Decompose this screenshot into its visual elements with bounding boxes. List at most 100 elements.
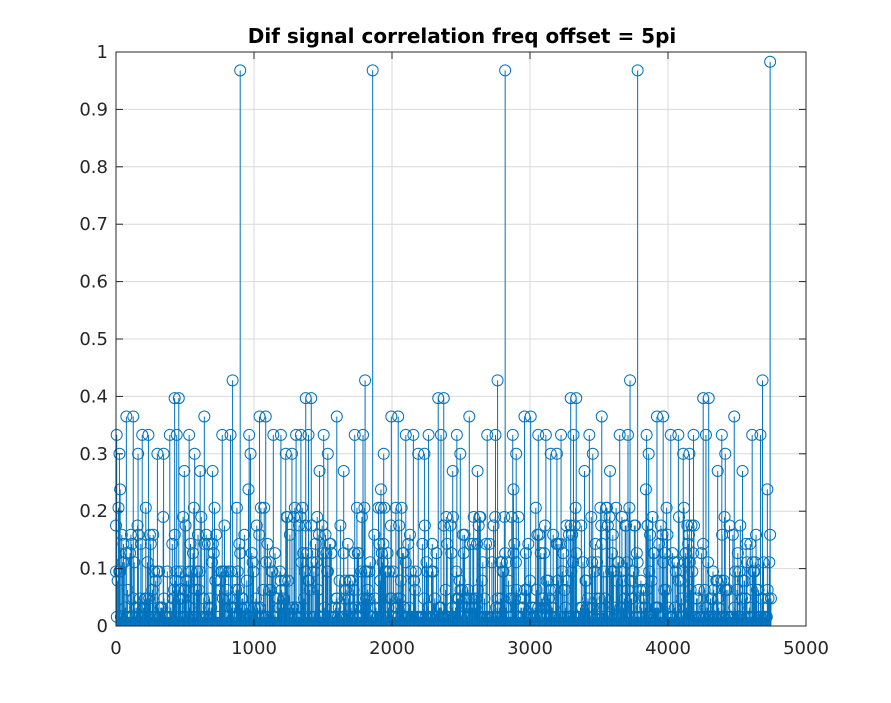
stem-marker [539,428,552,441]
stem [210,528,223,626]
stem-marker [377,447,390,460]
x-tick-label: 5000 [783,638,829,659]
x-tick-label: 3000 [507,638,553,659]
stem-marker [226,374,239,387]
stem-marker [264,556,277,569]
stem-marker [195,510,208,523]
stem [529,501,542,626]
stem-marker [218,519,231,532]
stem-marker [444,519,457,532]
stem-marker [274,428,287,441]
stem [750,528,763,626]
stem-marker [214,574,227,587]
stem-marker [238,528,251,541]
stem [139,501,152,626]
stem [395,501,408,626]
stem-peak [313,465,326,626]
stem-marker [359,374,372,387]
stem-marker [630,547,643,560]
stem-marker [358,501,371,514]
stem-marker [278,574,291,587]
stem-marker [112,501,125,514]
chart-title: Dif signal correlation freq offset = 5pi [248,24,677,48]
stem-marker [669,565,682,578]
stem-marker [246,556,259,569]
stem [344,574,357,626]
stem-peak [206,465,219,626]
stem-peak [746,428,759,626]
stem-marker [404,565,417,578]
stem-peak [348,428,361,626]
stem-peak [567,428,580,626]
stem-peak [302,428,315,626]
stem-peak [377,447,390,626]
stem-marker [495,556,508,569]
stem [355,510,368,626]
stem-marker [290,428,303,441]
stem-peak [711,465,724,626]
stem-marker [623,501,636,514]
stem-marker [508,537,521,550]
stem-marker [505,510,518,523]
x-tick-label: 0 [110,638,121,659]
stem-marker [510,447,523,460]
y-tick-label: 0.1 [79,559,108,580]
stem-marker [639,483,652,496]
stem-marker [544,447,557,460]
stem [250,519,263,626]
stem [378,501,391,626]
stem-marker [134,537,147,550]
stem-marker [578,465,591,478]
stem [283,528,296,626]
stem-peak [178,465,191,626]
stem-marker [604,465,617,478]
stem-peak [761,483,774,626]
stem-marker [711,574,724,587]
stem-marker [672,428,685,441]
stem-marker [267,428,280,441]
stem-marker [201,537,214,550]
stem-marker [210,528,223,541]
stem-marker [283,528,296,541]
stem-peak [294,428,307,626]
stem-marker [361,583,374,596]
stem-marker [729,565,742,578]
stem-marker [188,447,201,460]
stem-marker [144,537,157,550]
stem-marker [567,428,580,441]
stem-marker [244,447,257,460]
stem-peak [234,64,247,626]
stem-peak [337,465,350,626]
stem-peak [454,447,467,626]
stem-marker [190,583,203,596]
stem-marker [373,537,386,550]
stem-marker [650,410,663,423]
stem-marker [684,583,697,596]
stem-marker [183,428,196,441]
stem-marker [522,537,535,550]
stem-marker [306,556,319,569]
stem-marker [644,528,657,541]
stem-peak [285,447,298,626]
stem-marker [292,519,305,532]
stem-peak [259,410,272,626]
stem-marker [208,501,221,514]
stem-peak [463,410,476,626]
stem-marker [187,501,200,514]
stem-marker [381,547,394,560]
stem-marker [624,374,637,387]
stem [195,510,208,626]
stem-peak [305,392,318,626]
stem [464,537,477,626]
stem-marker [339,574,352,587]
stem-marker [205,601,218,614]
stem-marker [409,565,422,578]
stem-marker [309,537,322,550]
y-tick-label: 0.9 [79,99,108,120]
stem-marker [393,519,406,532]
stem-marker [471,465,484,478]
stem-marker [407,428,420,441]
stem-peak [555,428,568,626]
stem-marker [687,428,700,441]
stem-peak [142,428,155,626]
